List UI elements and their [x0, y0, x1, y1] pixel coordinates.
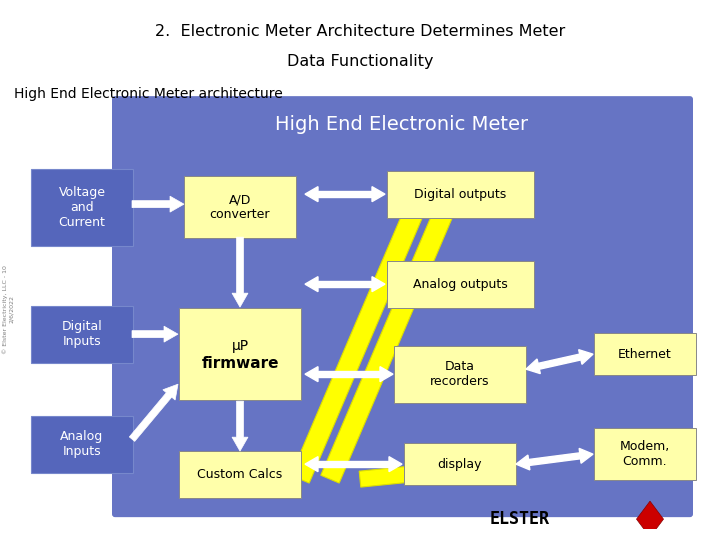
FancyBboxPatch shape	[387, 171, 534, 218]
FancyBboxPatch shape	[404, 443, 516, 485]
Text: Data Functionality: Data Functionality	[287, 54, 433, 69]
Polygon shape	[636, 501, 664, 537]
Text: © Elster Electricity, LLC - 10
2/6/2022: © Elster Electricity, LLC - 10 2/6/2022	[2, 265, 14, 354]
Polygon shape	[359, 449, 510, 487]
Polygon shape	[538, 354, 581, 369]
Polygon shape	[305, 187, 318, 201]
Polygon shape	[526, 359, 540, 374]
FancyBboxPatch shape	[112, 96, 693, 517]
Polygon shape	[318, 281, 372, 287]
Polygon shape	[291, 174, 438, 483]
Polygon shape	[130, 384, 178, 441]
Polygon shape	[579, 448, 593, 463]
Polygon shape	[318, 191, 372, 197]
Text: Voltage
and
Current: Voltage and Current	[58, 186, 106, 228]
Polygon shape	[318, 461, 389, 467]
Polygon shape	[132, 196, 184, 212]
Polygon shape	[305, 457, 318, 471]
FancyBboxPatch shape	[179, 308, 301, 400]
Text: μP: μP	[231, 339, 248, 353]
FancyBboxPatch shape	[394, 346, 526, 403]
Text: Modem,
Comm.: Modem, Comm.	[620, 440, 670, 468]
FancyBboxPatch shape	[31, 416, 133, 472]
FancyBboxPatch shape	[184, 176, 296, 238]
Text: Ethernet: Ethernet	[618, 348, 672, 361]
Text: High End Electronic Meter: High End Electronic Meter	[276, 114, 528, 133]
FancyBboxPatch shape	[179, 451, 301, 498]
FancyBboxPatch shape	[387, 261, 534, 308]
Text: Data
recorders: Data recorders	[431, 360, 490, 388]
Polygon shape	[528, 453, 580, 465]
Polygon shape	[318, 371, 380, 377]
Polygon shape	[516, 455, 530, 470]
Polygon shape	[389, 457, 402, 471]
Text: High End Electronic Meter architecture: High End Electronic Meter architecture	[14, 87, 283, 102]
Text: Digital
Inputs: Digital Inputs	[62, 320, 102, 348]
FancyBboxPatch shape	[594, 333, 696, 375]
Polygon shape	[321, 174, 468, 483]
Polygon shape	[132, 326, 178, 342]
Text: A/D
converter: A/D converter	[210, 193, 270, 221]
Polygon shape	[579, 350, 593, 364]
Text: 2.  Electronic Meter Architecture Determines Meter: 2. Electronic Meter Architecture Determi…	[155, 24, 565, 39]
Text: Analog outputs: Analog outputs	[413, 278, 508, 291]
Polygon shape	[380, 367, 393, 382]
Polygon shape	[372, 276, 385, 292]
Polygon shape	[305, 367, 318, 382]
Text: display: display	[438, 457, 482, 471]
Polygon shape	[232, 237, 248, 307]
FancyBboxPatch shape	[31, 168, 133, 246]
Text: Custom Calcs: Custom Calcs	[197, 468, 283, 481]
FancyBboxPatch shape	[31, 306, 133, 363]
Text: firmware: firmware	[202, 356, 279, 370]
Polygon shape	[305, 276, 318, 292]
Polygon shape	[372, 187, 385, 201]
FancyBboxPatch shape	[594, 428, 696, 480]
Polygon shape	[232, 401, 248, 451]
Text: Digital outputs: Digital outputs	[414, 187, 506, 201]
Text: Analog
Inputs: Analog Inputs	[60, 430, 104, 458]
Text: ELSTER: ELSTER	[490, 510, 550, 528]
